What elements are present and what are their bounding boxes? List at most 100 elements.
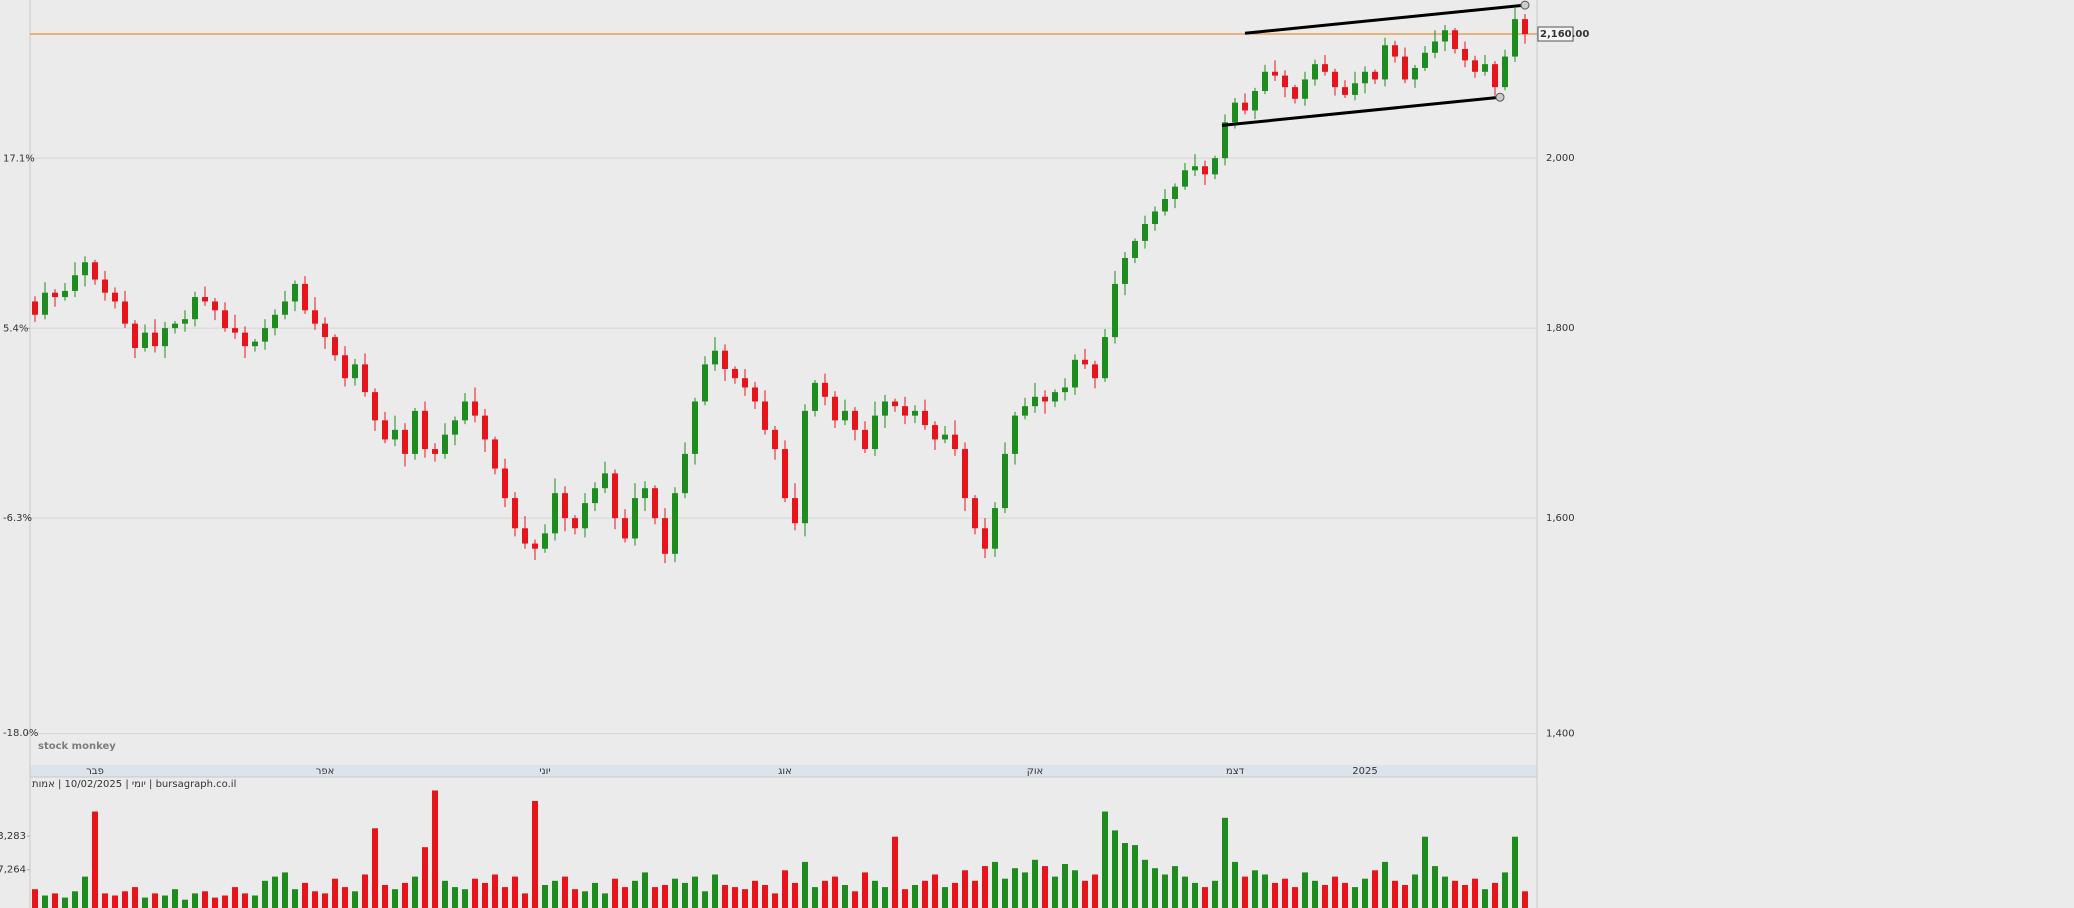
candle-body [942,434,948,440]
candle-body [562,493,568,519]
volume-bar [1382,861,1388,908]
candle-body [1192,166,1198,171]
volume-bar [662,885,668,908]
last-price-box [1537,26,1574,42]
candle-body [122,301,128,324]
volume-bar [512,876,518,908]
candle-body [312,310,318,324]
candle-body [932,425,938,440]
trend-line [1221,95,1501,127]
volume-bar [582,891,588,908]
volume-bar [1032,859,1038,908]
candle-body [212,301,218,311]
trend-handle [1520,0,1530,10]
volume-bar [892,836,898,908]
volume-bar [132,887,138,908]
volume-bar [82,876,88,908]
volume-bar [1122,843,1128,908]
volume-bar [1062,864,1068,908]
volume-bar [542,885,548,908]
chart-title: יומי | 10/02/2025 | אמות | bursagraph.co… [32,779,236,790]
candle-body [1262,71,1268,92]
volume-bar [1252,870,1258,908]
volume-bar [242,893,248,908]
candle-body [162,328,168,347]
volume-bar [722,885,728,908]
volume-bar [102,893,108,908]
volume-bar [852,891,858,908]
trend-line [1244,3,1526,35]
volume-bar [862,872,868,908]
candle-body [482,415,488,440]
candle-body [912,410,918,416]
volume-bar [1112,830,1118,908]
candle-body [632,498,638,539]
candle-body [622,518,628,539]
x-tick-label: אוק [1027,766,1044,777]
volume-bar [122,891,128,908]
volume-bar [362,874,368,908]
candle-body [952,434,958,450]
volume-bar [1042,866,1048,908]
candle-body [322,323,328,338]
volume-bar [1362,878,1368,908]
volume-bar [292,889,298,908]
volume-bar [612,878,618,908]
volume-bar [1142,859,1148,908]
volume-bar [92,811,98,908]
candle-body [1282,75,1288,88]
candle-body [732,368,738,379]
candle-body [1122,257,1128,284]
candle-body [502,468,508,499]
volume-bar [1242,876,1248,908]
volume-bar [492,874,498,908]
candle-body [132,323,138,348]
volume-bar [112,895,118,908]
candle-body [1092,364,1098,379]
volume-bar [482,882,488,908]
volume-bar [1402,885,1408,908]
candle-body [62,290,68,298]
volume-bar [1102,811,1108,908]
volume-bar [1502,872,1508,908]
candle-body [1022,406,1028,416]
candle-body [1362,71,1368,84]
candle-body [402,429,408,454]
candle-body [1012,415,1018,454]
volume-bar [762,885,768,908]
candle-body [1462,49,1468,61]
candle-body [1232,102,1238,123]
candle-body [1502,56,1508,88]
candle-body [1252,91,1258,111]
volume-bar [1202,887,1208,908]
candle-body [892,401,898,407]
candle-body [72,275,78,291]
volume-bar [1302,872,1308,908]
volume-bar [1082,880,1088,908]
volume-bar [902,889,908,908]
candle-body [382,420,388,440]
candle-body [32,301,38,315]
candle-body [842,410,848,421]
volume-bar [1072,870,1078,908]
candle-body [1312,64,1318,80]
candle-body [602,473,608,489]
volume-bar [1312,880,1318,908]
candle-body [342,355,348,379]
candle-body [1182,170,1188,187]
candle-body [362,364,368,393]
volume-bar [942,887,948,908]
y2-tick-label: -6.3% [3,513,32,524]
volume-bar [1392,880,1398,908]
x-tick-label: אוג [778,766,792,777]
candle-body [1152,211,1158,225]
volume-bar [1152,868,1158,908]
volume-bar [1232,861,1238,908]
candle-body [1492,64,1498,88]
candle-body [192,297,198,320]
candle-body [692,401,698,454]
volume-bar [812,887,818,908]
candle-body [1052,392,1058,402]
candle-body [1242,102,1248,111]
